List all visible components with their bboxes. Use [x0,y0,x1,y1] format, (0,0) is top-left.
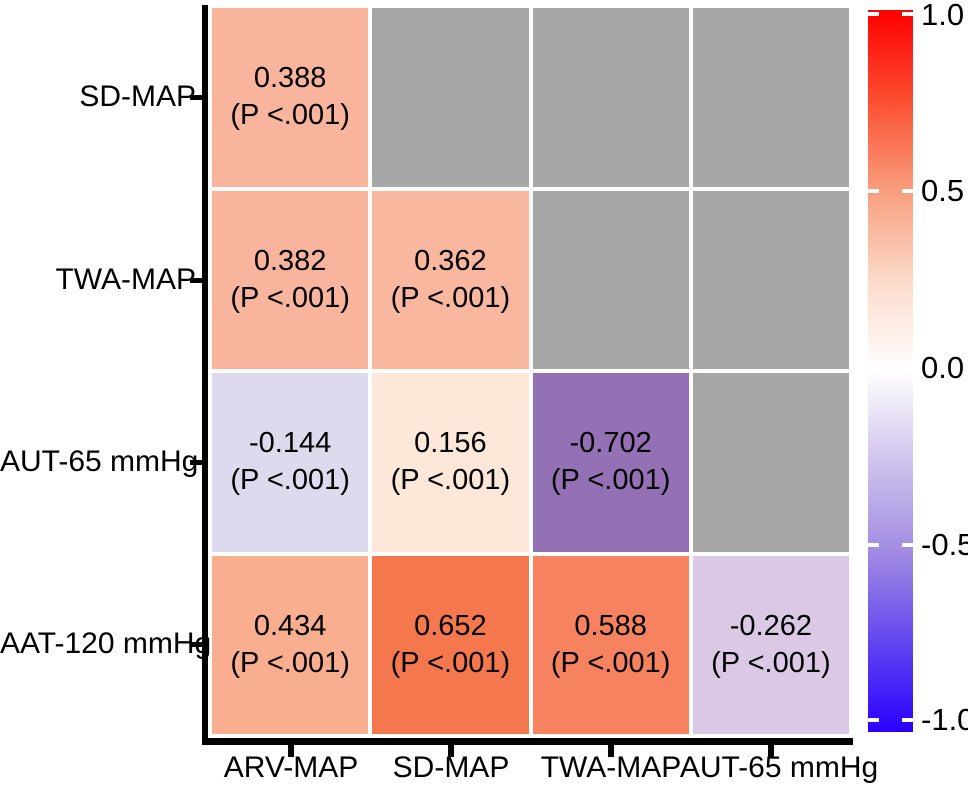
x-axis-label-arv-map: ARV-MAP [223,751,359,784]
colorbar-tick [902,189,913,193]
colorbar-tick [868,366,879,370]
cell-p-value: (P <.001) [230,99,350,132]
x-axis-tick [608,744,614,757]
cell-correlation-value: 0.652 [414,609,487,642]
cell-correlation-value: 0.156 [414,427,487,460]
cell-correlation-value: -0.702 [569,427,652,460]
x-axis-label-twa-map: TWA-MAP [540,751,682,784]
heatmap-cell-empty [532,190,689,369]
cell-correlation-value: 0.388 [253,62,327,95]
cell-p-value: (P <.001) [230,464,350,497]
heatmap-cell-aat120-sdmap: 0.652 (P <.001) [372,555,529,734]
cell-p-value: (P <.001) [390,464,511,497]
y-axis-label-sd-map: SD-MAP [79,80,196,113]
cell-correlation-value: -0.144 [249,427,332,460]
heatmap-cell-empty [692,190,849,369]
colorbar-tick [902,543,913,547]
colorbar-label-0-0: 0.0 [921,350,965,385]
heatmap-cell-aat120-arvmap: 0.434 (P <.001) [212,555,369,734]
colorbar-tick [902,366,913,370]
heatmap-cell-sdmap-arvmap: 0.388 (P <.001) [212,8,369,187]
colorbar-label-1-0: 1.0 [921,0,965,32]
y-axis-label-aat-120: AAT-120 mmHg [0,627,212,660]
heatmap-grid: 0.388 (P <.001) 0.382 (P <.001) 0.362 (P… [212,8,849,734]
cell-p-value: (P <.001) [390,646,511,679]
cell-correlation-value: 0.434 [253,609,327,642]
heatmap-cell-twamap-arvmap: 0.382 (P <.001) [212,190,369,369]
cell-correlation-value: -0.262 [729,609,812,642]
y-axis-tick [190,460,203,465]
cell-p-value: (P <.001) [230,281,350,314]
x-axis-label-aut-65: AUT-65 mmHg [679,751,879,784]
colorbar-label-m1-0: -1.0 [921,702,968,737]
heatmap-cell-aut65-twamap: -0.702 (P <.001) [532,373,689,552]
y-axis-tick [190,278,203,283]
heatmap-cell-aut65-arvmap: -0.144 (P <.001) [212,373,369,552]
y-axis-line [202,5,208,745]
y-axis-tick [190,642,203,647]
cell-correlation-value: 0.382 [253,244,327,277]
heatmap-cell-empty [692,8,849,187]
colorbar-tick [868,12,879,16]
heatmap-cell-empty [692,373,849,552]
colorbar-tick [902,12,913,16]
y-axis-label-twa-map: TWA-MAP [55,263,196,296]
cell-p-value: (P <.001) [390,281,511,314]
x-axis-label-sd-map: SD-MAP [392,751,510,784]
cell-p-value: (P <.001) [550,646,671,679]
colorbar-tick [868,189,879,193]
x-axis-line [202,738,853,745]
y-axis-label-aut-65: AUT-65 mmHg [0,445,199,478]
cell-p-value: (P <.001) [550,464,671,497]
y-axis-tick [190,95,203,100]
heatmap-cell-aat120-twamap: 0.588 (P <.001) [532,555,689,734]
heatmap-cell-empty [532,8,689,187]
heatmap-cell-aat120-aut65: -0.262 (P <.001) [692,555,849,734]
heatmap-cell-aut65-sdmap: 0.156 (P <.001) [372,373,529,552]
cell-p-value: (P <.001) [230,646,350,679]
colorbar-label-0-5: 0.5 [921,173,965,208]
colorbar-label-m0-5: -0.5 [921,527,968,562]
x-axis-tick [768,744,774,757]
colorbar-tick [868,543,879,547]
heatmap-cell-empty [372,8,529,187]
colorbar-tick [868,718,879,722]
x-axis-tick [288,744,294,757]
colorbar-gradient [868,10,913,732]
cell-correlation-value: 0.588 [574,609,647,642]
x-axis-tick [448,744,454,757]
cell-correlation-value: 0.362 [414,244,487,277]
cell-p-value: (P <.001) [711,646,831,679]
heatmap-cell-twamap-sdmap: 0.362 (P <.001) [372,190,529,369]
colorbar-tick [902,718,913,722]
